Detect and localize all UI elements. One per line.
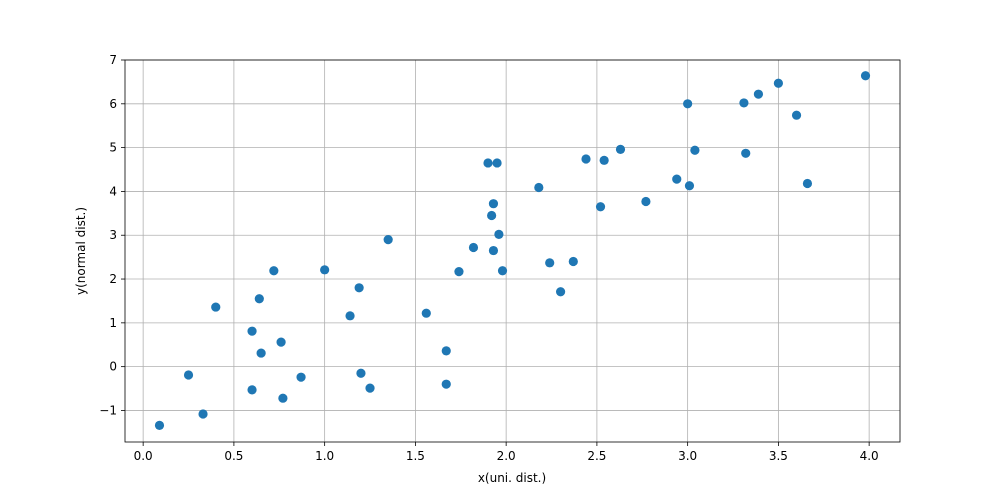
data-point	[802, 178, 813, 189]
data-point	[595, 202, 606, 212]
data-point	[269, 266, 279, 276]
data-point	[296, 372, 306, 382]
x-tick-label: 3.0	[678, 449, 697, 463]
y-tick-label: 6	[109, 97, 117, 111]
data-point	[354, 283, 364, 293]
data-point	[383, 235, 393, 245]
data-point	[545, 258, 555, 268]
data-point	[441, 379, 451, 389]
data-point	[753, 89, 764, 99]
data-point	[599, 155, 609, 165]
data-point	[356, 368, 366, 378]
data-point	[739, 98, 749, 108]
data-point	[154, 420, 165, 430]
data-point	[256, 348, 266, 358]
data-point	[345, 311, 355, 321]
data-point	[568, 256, 578, 267]
x-tick-label: 0.5	[224, 449, 243, 463]
y-tick-label: −1	[99, 403, 117, 417]
x-tick-label: 2.0	[497, 449, 516, 463]
data-point	[581, 154, 591, 164]
data-point	[641, 196, 651, 207]
data-point	[468, 242, 479, 253]
data-point	[492, 158, 502, 168]
data-point	[254, 294, 264, 304]
grid	[125, 59, 900, 442]
y-tick-label: 1	[109, 316, 117, 330]
data-point	[497, 266, 508, 276]
data-point	[684, 181, 695, 191]
data-point	[683, 99, 693, 109]
data-point	[494, 229, 504, 239]
data-point	[555, 287, 566, 297]
x-tick-label: 2.5	[587, 449, 606, 463]
y-tick-label: 0	[109, 360, 117, 374]
data-point	[488, 199, 499, 209]
data-point	[421, 308, 431, 318]
data-point	[211, 302, 221, 312]
data-point	[454, 266, 464, 277]
y-axis-ticks: −1 0 1 2 3 4 5 6 7	[99, 53, 125, 417]
data-point	[320, 265, 330, 275]
data-point	[247, 385, 257, 395]
x-tick-label: 0.0	[134, 449, 153, 463]
y-axis-label: y(normal dist.)	[74, 207, 88, 295]
data-point	[441, 346, 451, 356]
data-point	[690, 145, 700, 155]
data-point	[860, 71, 871, 81]
x-tick-label: 4.0	[860, 449, 879, 463]
data-point	[615, 144, 626, 154]
data-point	[276, 337, 286, 347]
data-point	[741, 148, 751, 158]
y-tick-label: 5	[109, 141, 117, 155]
data-point	[278, 393, 288, 403]
x-tick-label: 3.5	[769, 449, 788, 463]
data-point	[773, 78, 783, 88]
x-axis-ticks: 0.0 0.5 1.0 1.5 2.0 2.5 3.0 3.5 4.0	[134, 442, 879, 463]
data-point	[488, 245, 499, 256]
y-tick-label: 2	[109, 272, 117, 286]
plot-frame	[124, 59, 901, 443]
data-point	[365, 383, 375, 393]
y-tick-label: 3	[109, 228, 117, 242]
data-point	[791, 110, 802, 120]
data-point	[183, 370, 194, 380]
data-points	[154, 71, 871, 430]
data-point	[247, 326, 257, 336]
y-tick-label: 4	[109, 184, 117, 198]
x-tick-label: 1.5	[406, 449, 425, 463]
y-tick-label: 7	[109, 53, 117, 67]
x-tick-label: 1.0	[315, 449, 334, 463]
data-point	[198, 409, 208, 419]
x-axis-label: x(uni. dist.)	[478, 471, 546, 485]
data-point	[487, 210, 497, 221]
data-point	[483, 158, 493, 168]
data-point	[672, 174, 682, 184]
data-point	[534, 182, 544, 193]
